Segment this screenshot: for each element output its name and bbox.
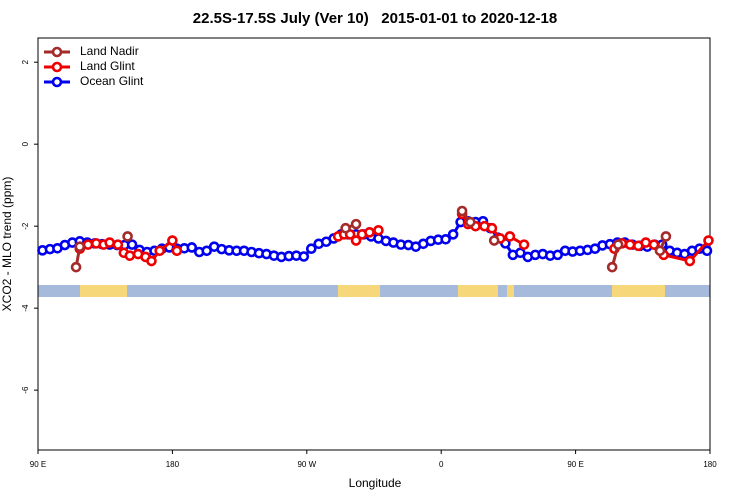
point [167, 235, 178, 246]
point [373, 224, 384, 236]
point [126, 239, 138, 250]
x-tick-label: 180 [166, 460, 180, 469]
y-tick-label: 0 [21, 141, 30, 146]
plot-area [37, 205, 714, 273]
legend-marker [51, 76, 63, 88]
point [447, 229, 459, 240]
point [350, 218, 362, 230]
series-line [74, 210, 668, 268]
point [606, 261, 618, 273]
land-band [612, 285, 665, 297]
land-band [458, 285, 498, 297]
point [648, 239, 660, 250]
point [654, 245, 666, 257]
y-tick-label: -6 [21, 386, 30, 394]
point [486, 222, 498, 234]
point [350, 235, 362, 246]
point [518, 239, 530, 250]
point [112, 239, 124, 250]
legend-marker [51, 61, 63, 73]
y-axis-label: XCO2 - MLO trend (ppm) [0, 177, 14, 312]
point [684, 255, 696, 267]
point [701, 245, 713, 257]
point [488, 235, 500, 246]
point [104, 237, 115, 248]
point [703, 235, 714, 246]
legend-label: Land Glint [80, 59, 135, 73]
legend-marker [51, 46, 63, 58]
point [201, 245, 213, 257]
land-band [338, 285, 380, 297]
x-tick-label: 0 [439, 460, 444, 469]
point [298, 251, 310, 262]
y-tick-label: 2 [21, 59, 30, 64]
y-tick-label: -4 [21, 304, 30, 312]
point [364, 227, 375, 238]
point [70, 261, 82, 273]
chart-title: 22.5S-17.5S July (Ver 10) 2015-01-01 to … [193, 10, 557, 27]
point [456, 205, 468, 217]
point [465, 216, 476, 228]
point [624, 239, 636, 250]
surface-mask [38, 285, 710, 297]
point [340, 222, 351, 234]
point [612, 239, 624, 250]
x-tick-label: 180 [703, 460, 717, 469]
point [171, 245, 183, 257]
y-tick-label: -2 [21, 222, 30, 230]
point [640, 237, 652, 248]
legend-label: Land Nadir [80, 44, 139, 58]
legend-label: Ocean Glint [80, 74, 144, 88]
point [660, 231, 672, 242]
point [186, 242, 198, 253]
land-band [507, 285, 514, 297]
x-tick-label: 90 E [30, 460, 46, 469]
point [124, 250, 136, 261]
point [515, 247, 526, 259]
point [154, 245, 166, 257]
land-band [80, 285, 127, 297]
x-tick-label: 90 E [567, 460, 583, 469]
point [305, 243, 317, 255]
point [504, 231, 516, 242]
point [82, 239, 94, 250]
x-axis-label: Longitude [349, 476, 402, 490]
point [122, 231, 133, 242]
x-tick-label: 90 W [297, 460, 316, 469]
point [552, 249, 563, 261]
point [74, 241, 86, 252]
point [440, 233, 451, 245]
point [146, 255, 157, 267]
